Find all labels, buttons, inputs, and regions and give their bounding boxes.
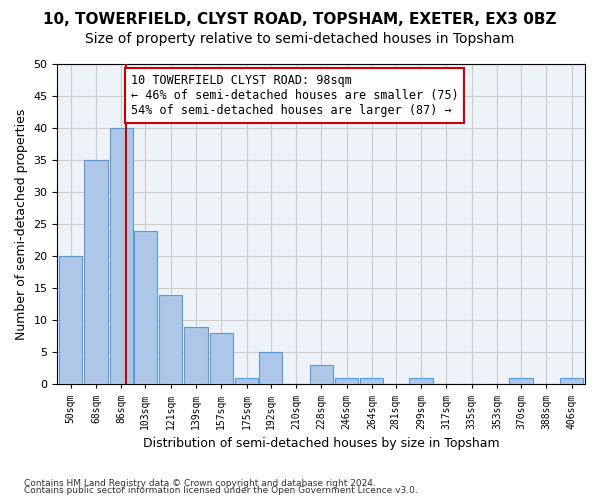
Bar (110, 128, 133, 384)
Y-axis label: Number of semi-detached properties: Number of semi-detached properties (15, 108, 28, 340)
Bar (560, 378, 583, 384)
Bar (335, 378, 358, 384)
Bar (360, 378, 383, 384)
Bar (509, 378, 533, 384)
Bar (184, 326, 208, 384)
Bar (235, 378, 258, 384)
Bar (159, 294, 182, 384)
Bar (259, 352, 282, 384)
Text: Contains public sector information licensed under the Open Government Licence v3: Contains public sector information licen… (24, 486, 418, 495)
Text: Contains HM Land Registry data © Crown copyright and database right 2024.: Contains HM Land Registry data © Crown c… (24, 478, 376, 488)
Text: 10, TOWERFIELD, CLYST ROAD, TOPSHAM, EXETER, EX3 0BZ: 10, TOWERFIELD, CLYST ROAD, TOPSHAM, EXE… (43, 12, 557, 28)
Bar (134, 230, 157, 384)
Bar (85, 160, 108, 384)
Bar (409, 378, 433, 384)
Text: 10 TOWERFIELD CLYST ROAD: 98sqm
← 46% of semi-detached houses are smaller (75)
5: 10 TOWERFIELD CLYST ROAD: 98sqm ← 46% of… (131, 74, 458, 116)
X-axis label: Distribution of semi-detached houses by size in Topsham: Distribution of semi-detached houses by … (143, 437, 500, 450)
Bar (310, 365, 333, 384)
Bar (210, 333, 233, 384)
Bar (59, 256, 82, 384)
Text: Size of property relative to semi-detached houses in Topsham: Size of property relative to semi-detach… (85, 32, 515, 46)
